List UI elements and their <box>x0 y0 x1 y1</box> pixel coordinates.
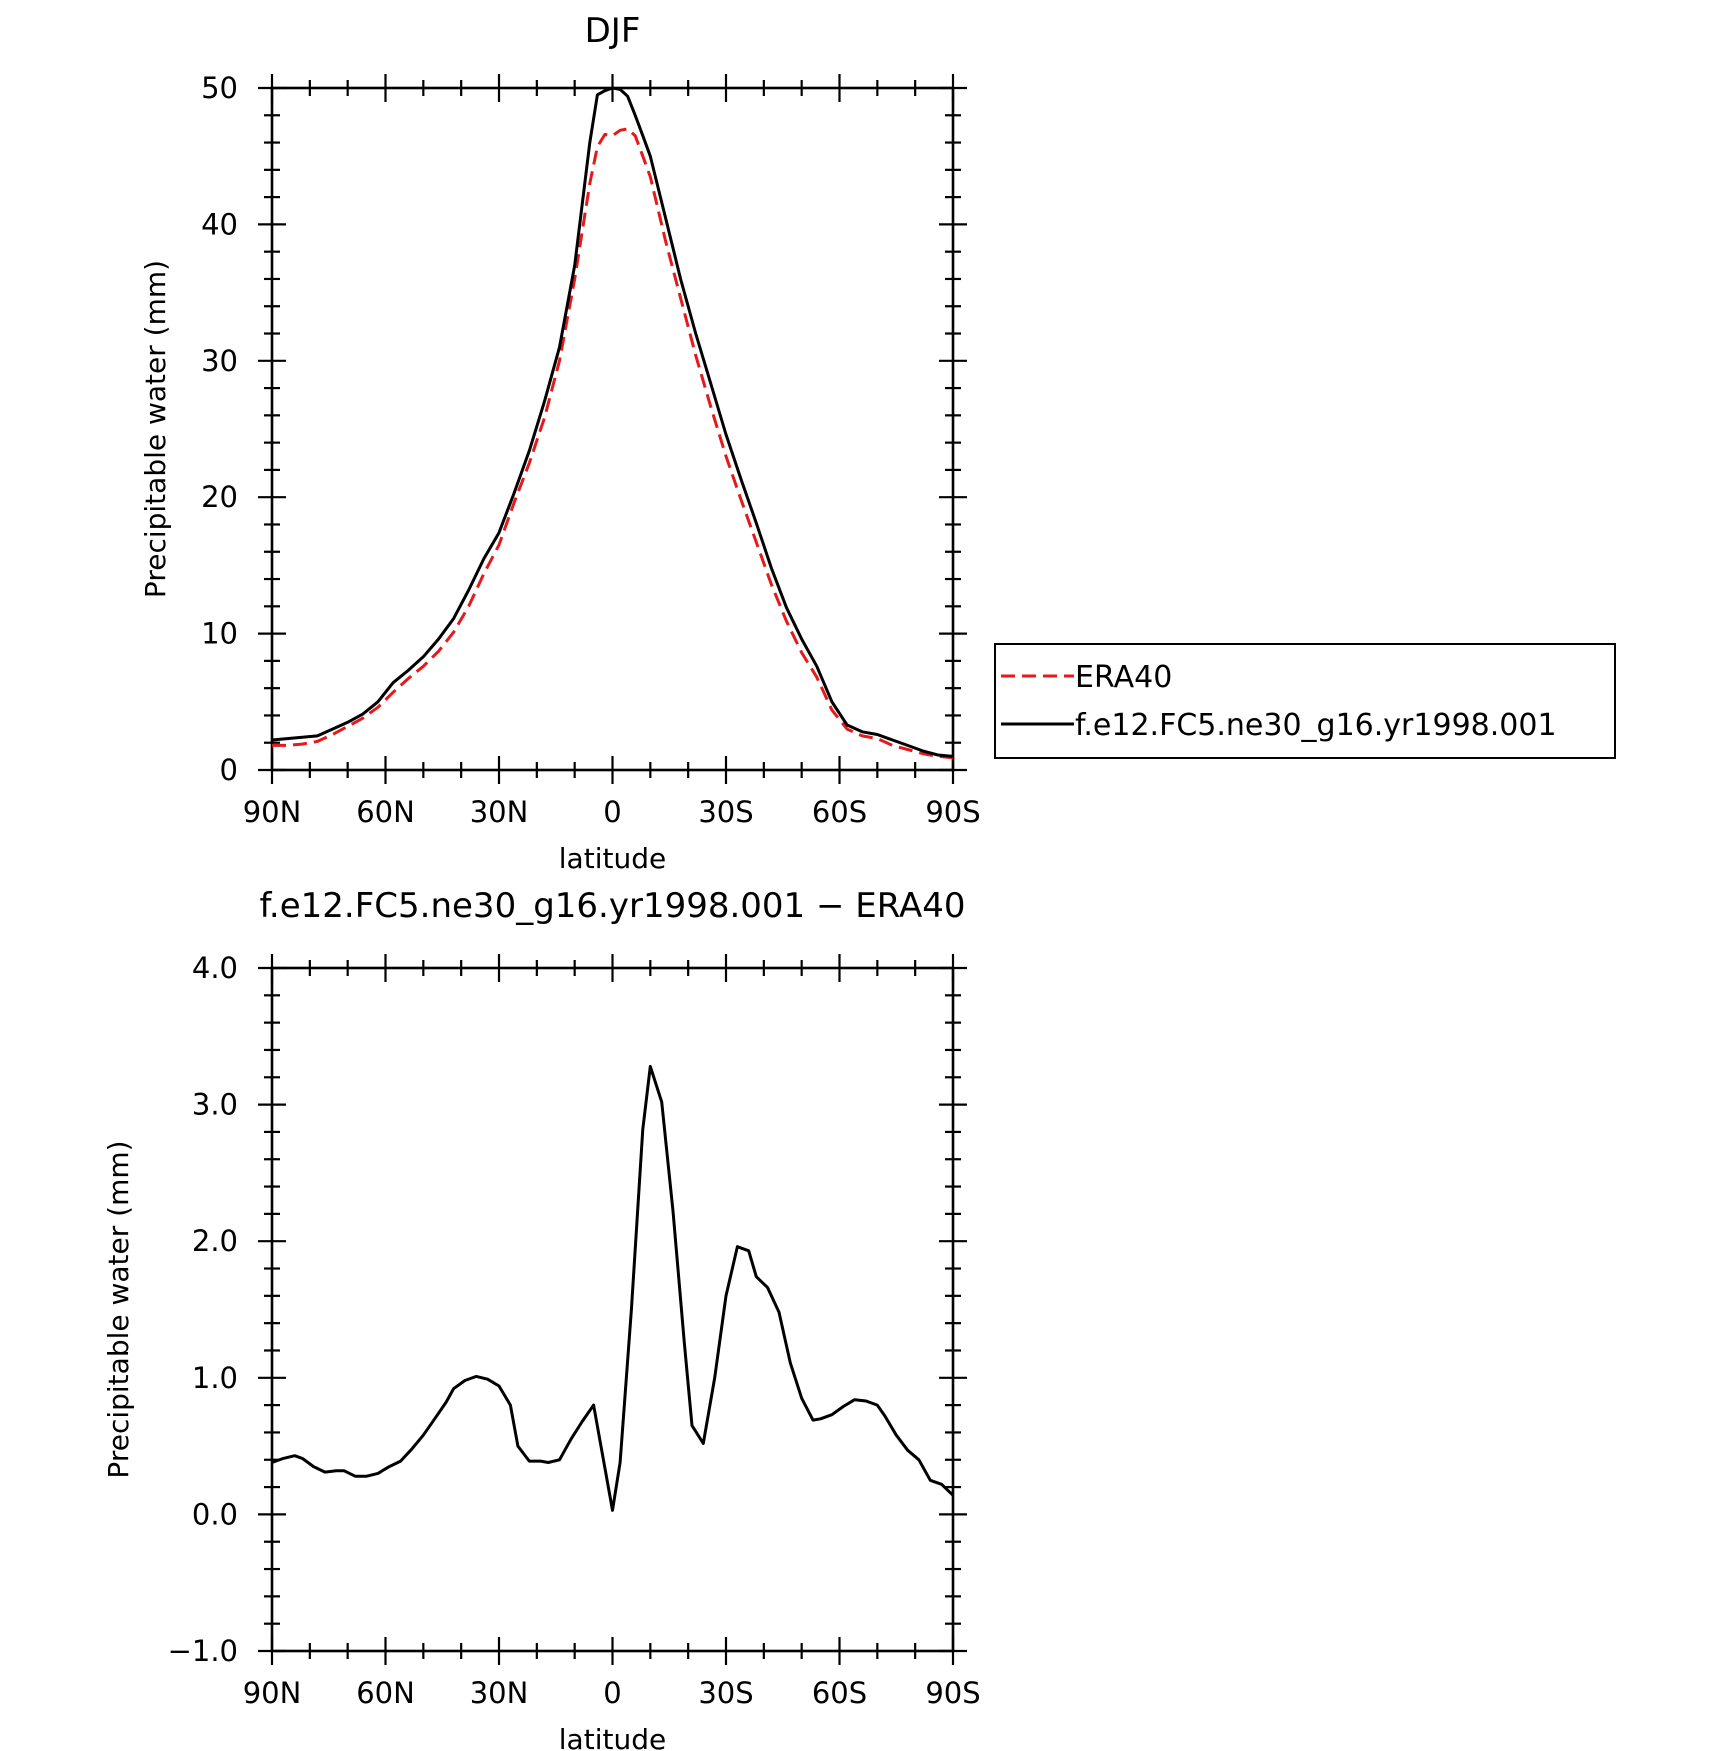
x-tick-label: 30S <box>698 1676 753 1710</box>
x-tick-label: 0 <box>603 1676 621 1710</box>
x-tick-label: 30N <box>470 795 529 829</box>
x-axis-label: latitude <box>559 1723 666 1751</box>
y-tick-label: 1.0 <box>192 1361 238 1395</box>
x-axis-label: latitude <box>559 842 666 875</box>
legend-label: ERA40 <box>1075 660 1172 695</box>
x-tick-label: 60S <box>812 795 867 829</box>
top-panel-djf: DJF 0 10 20 30 40 50 90N 60N 30N 0 30S 60S 90S latitud… <box>139 11 1616 875</box>
x-tick-label: 90S <box>925 1676 980 1710</box>
series-line-f-e12-fc5-ne30-g16-yr1998-001 <box>271 86 954 758</box>
y-tick-label: 50 <box>201 71 238 105</box>
legend-label: f.e12.FC5.ne30_g16.yr1998.001 <box>1075 708 1557 743</box>
y-tick-label: 30 <box>201 344 238 378</box>
ticks <box>258 954 967 1665</box>
y-tick-label: 20 <box>201 480 238 514</box>
plot-frame <box>270 86 955 772</box>
series-line-difference <box>271 1064 955 1512</box>
y-tick-label: 40 <box>201 207 238 241</box>
y-tick-label: 4.0 <box>192 951 238 985</box>
x-tick-label: 30N <box>470 1676 529 1710</box>
chart-title: DJF <box>585 11 641 51</box>
y-axis-label: Precipitable water (mm) <box>139 260 172 598</box>
bottom-panel-difference: f.e12.FC5.ne30_g16.yr1998.001 − ERA40 −1.… <box>102 886 981 1751</box>
x-tick-label: 60N <box>356 1676 415 1710</box>
y-tick-label: 0 <box>220 753 238 787</box>
y-tick-label: 2.0 <box>192 1224 238 1258</box>
x-tick-label: 60N <box>356 795 415 829</box>
x-tick-label: 30S <box>698 795 753 829</box>
y-tick-label: 10 <box>201 617 238 651</box>
y-axis-label: Precipitable water (mm) <box>102 1140 135 1478</box>
plot-frame <box>270 966 955 1653</box>
x-tick-label: 90S <box>925 795 980 829</box>
series-line-era40 <box>272 127 954 760</box>
x-tick-label: 90N <box>243 1676 302 1710</box>
chart-title: f.e12.FC5.ne30_g16.yr1998.001 − ERA40 <box>259 886 965 926</box>
legend-box <box>994 643 1616 759</box>
y-tick-label: 3.0 <box>192 1088 238 1122</box>
y-tick-label: −1.0 <box>168 1634 238 1668</box>
y-tick-label: 0.0 <box>192 1497 238 1531</box>
legend: ERA40 f.e12.FC5.ne30_g16.yr1998.001 <box>994 643 1616 759</box>
x-tick-label: 0 <box>603 795 621 829</box>
ticks <box>258 74 967 784</box>
x-tick-label: 90N <box>243 795 302 829</box>
x-tick-label: 60S <box>812 1676 867 1710</box>
